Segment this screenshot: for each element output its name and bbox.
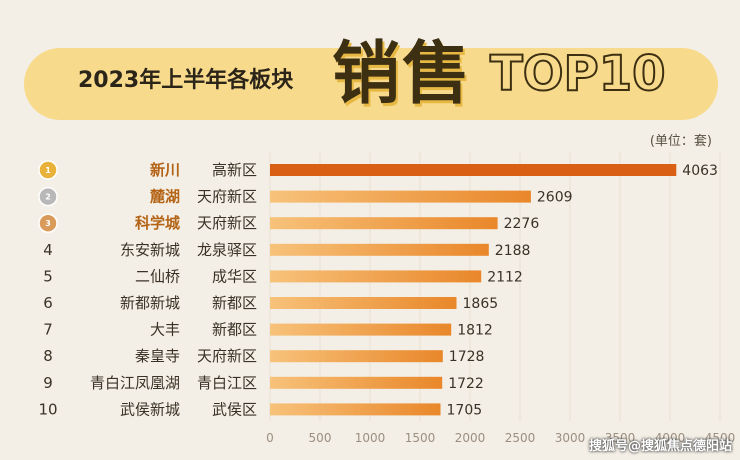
bars bbox=[270, 164, 677, 416]
rank-label: 7 bbox=[43, 321, 53, 339]
bar-value-label: 4063 bbox=[682, 163, 718, 179]
block-name-label: 麓湖 bbox=[150, 188, 180, 206]
district-label: 新都区 bbox=[212, 294, 257, 312]
bar bbox=[270, 350, 443, 363]
unit-label: (单位：套) bbox=[649, 134, 712, 149]
chart-top-label: TOP10 bbox=[489, 45, 667, 103]
bar-value-label: 2112 bbox=[487, 269, 523, 285]
bronze-medal-icon bbox=[38, 213, 58, 233]
watermark-footer: 搜狐号@搜狐焦点德阳站 bbox=[588, 439, 732, 454]
x-axis-ticks: 0 500 1000 1500 2000 2500 3000 3500 4000 4500 bbox=[266, 431, 735, 445]
bar bbox=[270, 403, 441, 416]
block-name-label: 大丰 bbox=[150, 321, 180, 339]
bar bbox=[270, 190, 531, 203]
district-label: 高新区 bbox=[212, 161, 257, 179]
bar bbox=[270, 376, 443, 389]
district-label: 武侯区 bbox=[212, 400, 257, 418]
gold-medal-icon bbox=[38, 160, 58, 180]
district-label: 成华区 bbox=[212, 267, 257, 285]
block-name-label: 二仙桥 bbox=[135, 267, 180, 285]
block-name-label: 青白江凤凰湖 bbox=[90, 374, 180, 392]
block-name-label: 东安新城 bbox=[120, 241, 180, 259]
rank-label: 1 bbox=[45, 166, 51, 175]
bar-value-label: 2276 bbox=[504, 216, 540, 232]
chart-main-title: 销售 bbox=[332, 35, 473, 114]
x-tick-label: 2000 bbox=[455, 431, 486, 445]
district-label: 青白江区 bbox=[197, 374, 257, 392]
x-tick-label: 4500 bbox=[705, 431, 736, 445]
bar bbox=[270, 297, 457, 309]
district-label: 天府新区 bbox=[197, 214, 257, 232]
bar bbox=[270, 164, 677, 176]
block-name-label: 新川 bbox=[150, 161, 180, 179]
rank-label: 5 bbox=[43, 267, 53, 285]
x-tick-label: 3500 bbox=[605, 431, 636, 445]
district-label: 龙泉驿区 bbox=[197, 241, 257, 259]
chart-subtitle: 2023年上半年各板块 bbox=[78, 68, 294, 93]
rank-label: 2 bbox=[45, 193, 51, 202]
block-name-label: 科学城 bbox=[135, 214, 180, 232]
x-tick-label: 2500 bbox=[505, 431, 536, 445]
bar-value-label: 2188 bbox=[495, 243, 531, 259]
rank-label: 4 bbox=[43, 241, 53, 259]
x-tick-label: 0 bbox=[266, 431, 274, 445]
rank-label: 9 bbox=[43, 374, 53, 392]
district-label: 新都区 bbox=[212, 321, 257, 339]
title-banner bbox=[24, 48, 718, 120]
bar-value-label: 1705 bbox=[447, 402, 483, 418]
bar bbox=[270, 270, 482, 283]
rank-label: 8 bbox=[43, 347, 53, 365]
x-tick-label: 1500 bbox=[405, 431, 436, 445]
bar-value-label: 1865 bbox=[463, 296, 499, 312]
rank-label: 10 bbox=[38, 400, 57, 418]
bar-value-label: 1812 bbox=[457, 323, 493, 339]
bar bbox=[270, 243, 489, 256]
x-tick-label: 4000 bbox=[655, 431, 686, 445]
bar bbox=[270, 217, 498, 230]
bar-value-label: 1728 bbox=[449, 349, 485, 365]
block-name-label: 武侯新城 bbox=[120, 400, 180, 418]
block-name-label: 新都新城 bbox=[120, 294, 180, 312]
district-label: 天府新区 bbox=[197, 188, 257, 206]
district-label: 天府新区 bbox=[197, 347, 257, 365]
x-tick-label: 500 bbox=[309, 431, 332, 445]
rank-label: 3 bbox=[45, 219, 51, 228]
bar bbox=[270, 323, 452, 336]
block-name-label: 秦皇寺 bbox=[135, 347, 180, 365]
silver-medal-icon bbox=[38, 186, 58, 207]
bar-value-label: 1722 bbox=[448, 376, 484, 392]
x-tick-label: 3000 bbox=[555, 431, 586, 445]
bar-value-label: 2609 bbox=[537, 190, 573, 206]
rank-label: 6 bbox=[43, 294, 53, 312]
x-tick-label: 1000 bbox=[355, 431, 386, 445]
